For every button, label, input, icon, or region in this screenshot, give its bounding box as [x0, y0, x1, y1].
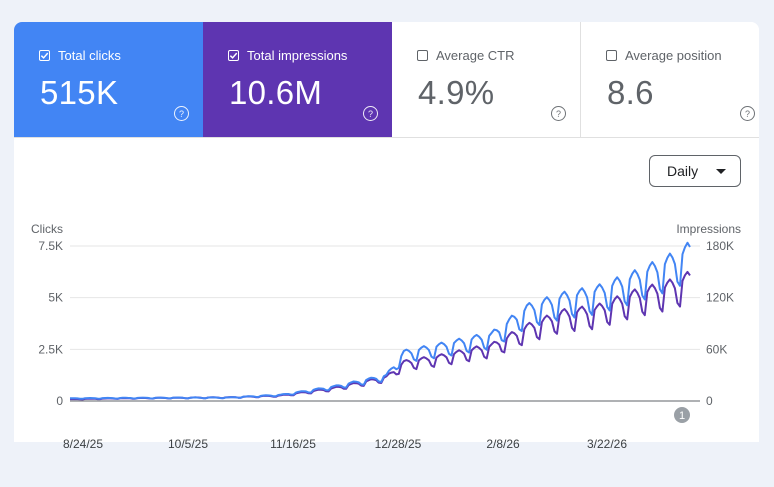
metric-total-clicks[interactable]: Total clicks 515K ?: [14, 22, 203, 137]
x-tick-label: 11/16/25: [270, 437, 316, 451]
metric-label: Total impressions: [247, 48, 348, 63]
right-tick-label: 60K: [706, 342, 727, 356]
metric-label: Total clicks: [58, 48, 121, 63]
granularity-value: Daily: [667, 163, 699, 179]
performance-card: Total clicks 515K ? Total impressions 10…: [14, 22, 759, 442]
help-icon[interactable]: ?: [174, 106, 189, 121]
annotation-badge-label: 1: [679, 410, 685, 422]
right-tick-label: 0: [706, 394, 713, 408]
metric-average-ctr[interactable]: Average CTR 4.9% ?: [392, 22, 581, 137]
right-tick-label: 180K: [706, 239, 734, 253]
help-icon[interactable]: ?: [740, 106, 755, 121]
metric-average-position[interactable]: Average position 8.6 ?: [581, 22, 759, 137]
x-tick-label: 3/22/26: [587, 437, 627, 451]
x-tick-label: 10/5/25: [168, 437, 208, 451]
x-tick-label: 2/8/26: [486, 437, 520, 451]
metric-label: Average position: [625, 48, 722, 63]
help-icon[interactable]: ?: [551, 106, 566, 121]
checkbox-unchecked-icon[interactable]: [606, 50, 617, 61]
metric-total-impressions[interactable]: Total impressions 10.6M ?: [203, 22, 392, 137]
annotation-badge[interactable]: 1: [674, 407, 690, 423]
dropdown-arrow-icon: [716, 169, 726, 174]
right-axis-title: Impressions: [676, 222, 741, 236]
metric-value: 8.6: [607, 74, 654, 111]
x-tick-label: 12/28/25: [375, 437, 422, 451]
divider: [14, 137, 759, 138]
left-tick-label: 2.5K: [38, 342, 63, 356]
x-tick-label: 8/24/25: [63, 437, 103, 451]
checkbox-unchecked-icon[interactable]: [417, 50, 428, 61]
left-tick-label: 0: [56, 394, 63, 408]
left-tick-label: 5K: [48, 291, 63, 305]
checkbox-checked-icon[interactable]: [228, 50, 239, 61]
left-axis-title: Clicks: [31, 222, 63, 236]
right-tick-label: 120K: [706, 291, 734, 305]
metric-value: 10.6M: [229, 74, 323, 111]
metric-tabs: Total clicks 515K ? Total impressions 10…: [14, 22, 759, 137]
left-tick-label: 7.5K: [38, 239, 63, 253]
clicks-line: [69, 241, 691, 400]
annotation-badge-circle: [674, 407, 690, 423]
metric-value: 4.9%: [418, 74, 495, 111]
granularity-select[interactable]: Daily: [649, 155, 741, 187]
help-icon[interactable]: ?: [363, 106, 378, 121]
metric-label: Average CTR: [436, 48, 515, 63]
impressions-line: [69, 270, 691, 401]
metric-value: 515K: [40, 74, 119, 111]
checkbox-checked-icon[interactable]: [39, 50, 50, 61]
